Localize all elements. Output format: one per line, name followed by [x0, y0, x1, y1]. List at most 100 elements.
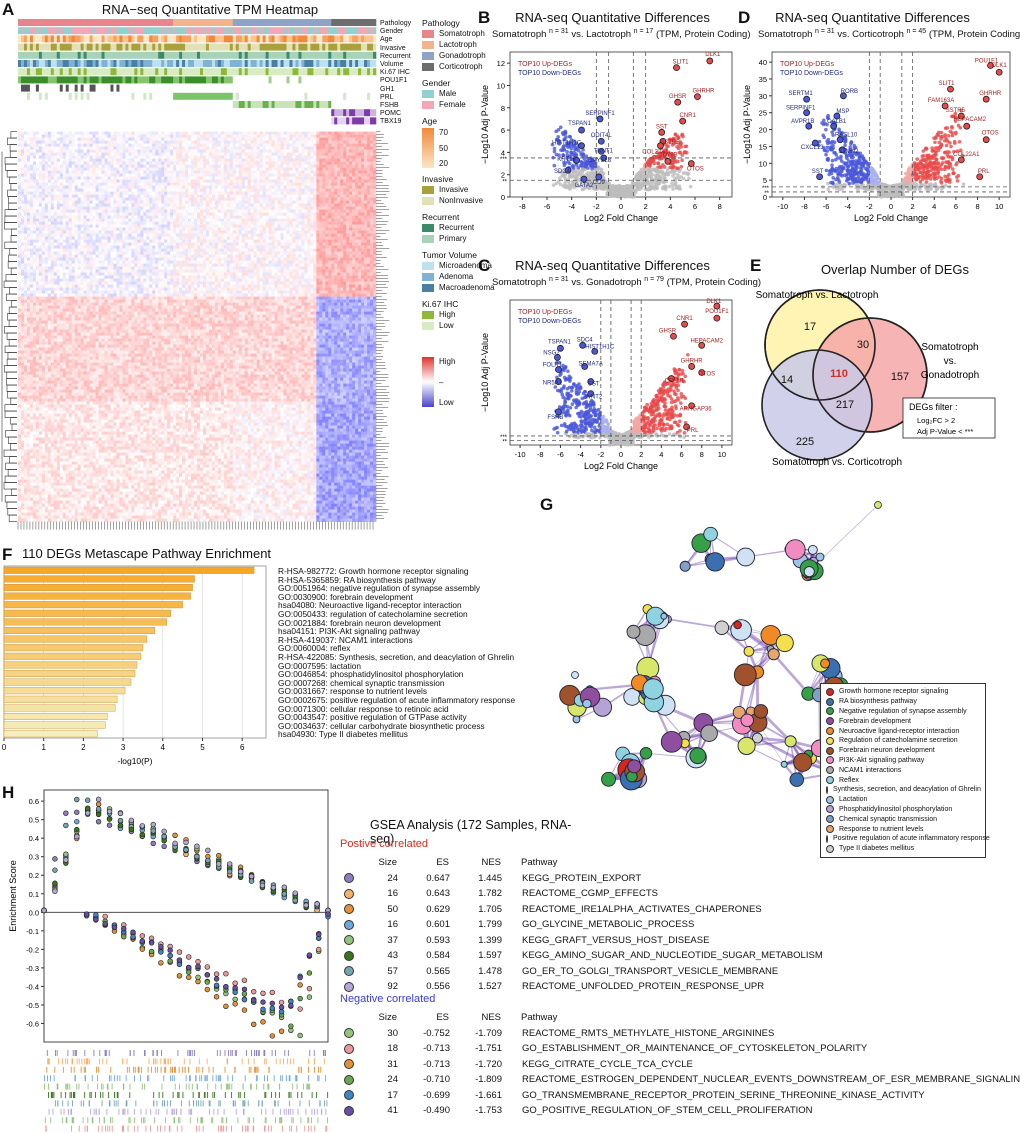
heatmap-cell [358, 131, 362, 135]
heatmap-cell [80, 191, 84, 195]
heatmap-cell [304, 152, 308, 156]
heatmap-cell [194, 167, 198, 171]
heatmap-cell [68, 191, 72, 195]
annotation-cell [241, 92, 246, 100]
heatmap-cell [349, 212, 353, 216]
heatmap-cell [140, 209, 144, 213]
heatmap-cell [83, 206, 87, 210]
heatmap-cell [32, 140, 37, 144]
heatmap-cell [283, 137, 287, 141]
heatmap-cell [29, 158, 34, 162]
annotation-cell [77, 101, 81, 108]
annotation-cell [253, 101, 257, 108]
annotation-cell [44, 60, 49, 67]
annotation-cell [158, 60, 162, 67]
heatmap-cell [149, 203, 153, 207]
heatmap-cell [173, 176, 177, 180]
heatmap-cell [71, 206, 75, 210]
heatmap-cell [325, 137, 329, 141]
heatmap-cell [50, 200, 55, 204]
heatmap-cell [319, 191, 323, 195]
heatmap-cell [18, 194, 22, 198]
annotation-cell [304, 19, 308, 26]
heatmap-cell [298, 155, 302, 159]
heatmap-cell [56, 188, 61, 192]
heatmap-cell [280, 203, 284, 207]
heatmap-cell [179, 167, 183, 171]
annotation-cell [340, 35, 344, 43]
heatmap-cell [301, 167, 305, 171]
annotation-cell [364, 101, 368, 108]
heatmap-cell [41, 131, 46, 135]
annotation-cell [307, 109, 311, 117]
annotation-cell [301, 109, 305, 117]
annotation-cell [23, 101, 28, 108]
annotation-cell [23, 117, 28, 125]
heatmap-cell [116, 161, 120, 165]
heatmap-cell [358, 170, 362, 174]
heatmap-cell [134, 215, 138, 219]
annotation-cell [98, 68, 102, 76]
annotation-cell [173, 76, 177, 84]
heatmap-cell [182, 143, 186, 147]
annotation-cell [53, 27, 58, 35]
annotation-cell [47, 43, 52, 51]
heatmap-cell [214, 209, 219, 213]
heatmap-cell [319, 182, 323, 186]
heatmap-cell [20, 212, 25, 216]
heatmap-cell [244, 134, 249, 138]
annotation-cell [113, 92, 117, 100]
heatmap-cell [256, 164, 260, 168]
annotation-cell [47, 92, 52, 100]
annotation-cell [179, 84, 183, 92]
heatmap-cell [256, 152, 260, 156]
annotation-cell [235, 35, 240, 43]
heatmap-cell [337, 134, 341, 138]
heatmap-cell [301, 194, 305, 198]
heatmap-cell [295, 155, 299, 159]
heatmap-cell [283, 155, 287, 159]
heatmap-cell [349, 206, 353, 210]
heatmap-cell [262, 164, 266, 168]
annotation-cell [238, 101, 243, 108]
annotation-cell [223, 35, 228, 43]
heatmap-cell [131, 182, 135, 186]
heatmap-cell [134, 158, 138, 162]
heatmap-cell [128, 164, 132, 168]
heatmap-cell [44, 143, 49, 147]
heatmap-cell [170, 206, 174, 210]
heatmap-cell [62, 194, 67, 198]
annotation-cell [307, 117, 311, 125]
annotation-cell [223, 92, 228, 100]
heatmap-cell [191, 188, 195, 192]
annotation-cell [235, 68, 240, 76]
heatmap-cell [35, 191, 40, 195]
annotation-cell [71, 92, 75, 100]
annotation-cell [229, 117, 234, 125]
heatmap-cell [247, 173, 251, 177]
annotation-cell [152, 84, 156, 92]
heatmap-cell [256, 188, 260, 192]
heatmap-cell [167, 203, 171, 207]
heatmap-cell [337, 197, 341, 201]
annotation-cell [343, 60, 347, 67]
heatmap-cell [271, 206, 275, 210]
heatmap-cell [205, 188, 210, 192]
heatmap-cell [373, 170, 377, 174]
heatmap-cell [199, 185, 204, 189]
heatmap-cell [283, 212, 287, 216]
heatmap-cell [86, 140, 90, 144]
annotation-cell [95, 117, 99, 125]
annotation-cell [346, 35, 350, 43]
annotation-cell [250, 84, 254, 92]
heatmap-cell [313, 176, 317, 180]
heatmap-cell [167, 134, 171, 138]
heatmap-cell [164, 161, 168, 165]
annotation-cell [370, 109, 374, 117]
heatmap-cell [80, 209, 84, 213]
heatmap-cell [373, 161, 377, 165]
heatmap-cell [101, 149, 105, 153]
annotation-cell [59, 76, 64, 84]
annotation-cell [44, 84, 49, 92]
annotation-cell [182, 35, 186, 43]
